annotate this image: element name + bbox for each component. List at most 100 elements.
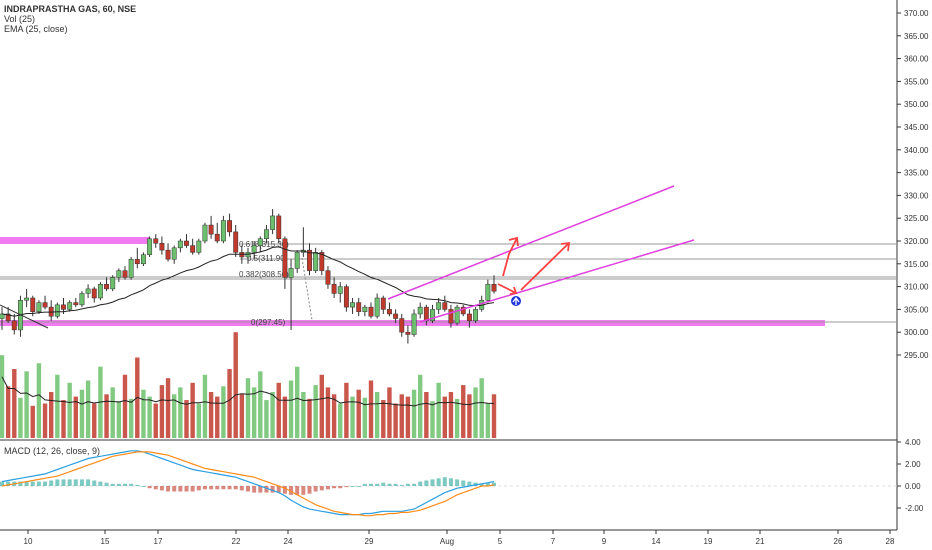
volume-bar: [208, 392, 214, 438]
candle-body: [153, 238, 159, 244]
macd-hist-bar: [172, 486, 177, 492]
candle: [0, 307, 5, 330]
volume-bar: [153, 403, 158, 438]
candle-body: [380, 297, 386, 310]
candle-body: [5, 313, 11, 322]
legend-macd: MACD (12, 26, close, 9): [4, 446, 100, 456]
macd-hist-bar: [282, 486, 287, 494]
fib-label-0382: 0.382(308.50): [239, 270, 289, 279]
candle-body: [362, 306, 368, 312]
candle-body: [184, 240, 189, 246]
downtrend-line[interactable]: [0, 304, 49, 329]
macd-hist-bar: [455, 479, 460, 486]
arrow-down: [497, 283, 517, 294]
time-tick-label: 17: [154, 537, 163, 546]
candle-body: [337, 286, 343, 294]
channel-lower-line[interactable]: [419, 239, 695, 323]
volume-bar: [215, 396, 220, 438]
volume-bar: [147, 396, 152, 438]
volume-bar: [92, 403, 97, 438]
candle-body: [233, 231, 239, 253]
candle-body: [73, 302, 79, 306]
candle-body: [122, 270, 128, 278]
time-tick-label: 22: [232, 537, 241, 546]
candle-body: [325, 270, 331, 285]
macd-hist-bar: [424, 480, 429, 486]
price-tick-label: 320.00: [904, 237, 929, 246]
macd-hist-bar: [24, 481, 29, 486]
volume-bar: [0, 355, 5, 438]
price-tick-label: 355.00: [904, 77, 929, 86]
candle: [356, 298, 362, 317]
volume-bar: [85, 380, 91, 438]
volume-bar: [479, 378, 484, 438]
signal-line: [1, 451, 495, 517]
macd-hist-bar: [276, 486, 281, 493]
candle: [460, 304, 466, 317]
buy-marker[interactable]: [511, 296, 521, 306]
projection-arrows[interactable]: [497, 236, 571, 295]
candle-body: [319, 252, 325, 271]
time-tick-label: 29: [365, 537, 374, 546]
candle: [294, 250, 300, 273]
volume-bar: [12, 369, 17, 438]
macd-hist-bar: [448, 478, 453, 486]
candle-body: [423, 306, 429, 322]
candle: [350, 298, 356, 314]
candle-body: [368, 306, 374, 317]
macd-hist-bar: [43, 481, 48, 486]
price-tick-label: 365.00: [904, 32, 929, 41]
volume-bar: [307, 398, 312, 438]
candle-body: [399, 318, 405, 333]
volume-bar: [172, 394, 177, 438]
macd-hist-bar: [350, 486, 355, 487]
volume-bar: [491, 394, 497, 438]
volume-bar: [122, 374, 128, 438]
candle: [147, 236, 153, 257]
macd-hist-bar: [307, 486, 312, 494]
legend-ema: EMA (25, close): [4, 24, 68, 34]
channel-upper-line[interactable]: [387, 185, 675, 300]
candle: [473, 307, 479, 324]
candle: [448, 304, 454, 328]
candle-body: [0, 313, 5, 319]
macd-tick-label: 2.00: [905, 460, 921, 469]
candle: [48, 300, 54, 321]
time-tick-label: 24: [284, 537, 293, 546]
macd-hist-bar: [116, 483, 121, 486]
macd-hist-bar: [289, 486, 294, 495]
macd-hist-bar: [239, 486, 244, 491]
macd-hist-bar: [6, 481, 11, 486]
volume-bar: [362, 397, 368, 438]
candle-body: [128, 258, 134, 278]
resistance-band[interactable]: [0, 237, 150, 244]
candle-body: [257, 238, 263, 246]
macd-hist-bar: [412, 483, 417, 486]
volume-bar: [141, 389, 146, 438]
candle-body: [473, 309, 479, 322]
candle-body: [356, 302, 362, 312]
time-tick-label: Aug: [440, 537, 454, 546]
price-tick-label: 300.00: [904, 328, 929, 337]
candle: [128, 256, 134, 280]
candle-body: [405, 331, 411, 335]
volume-bar: [196, 403, 201, 438]
candle-body: [430, 309, 435, 322]
candle-body: [110, 277, 116, 290]
macd-hist-bar: [202, 486, 207, 490]
candle-body: [91, 288, 97, 299]
fib-trend-line[interactable]: [301, 257, 313, 321]
macd-hist-bar: [344, 486, 349, 488]
macd-hist-bar: [430, 479, 435, 486]
arrow-up-1: [502, 237, 518, 277]
volume-bar: [190, 382, 195, 438]
macd-hist-bar: [135, 484, 140, 486]
macd-hist-bar: [129, 483, 134, 486]
volume-bar: [442, 396, 447, 438]
candle-body: [159, 243, 165, 251]
macd-hist-bar: [30, 481, 35, 486]
volume-bar: [178, 387, 183, 438]
candle: [270, 209, 276, 235]
volume-bar: [368, 380, 374, 438]
